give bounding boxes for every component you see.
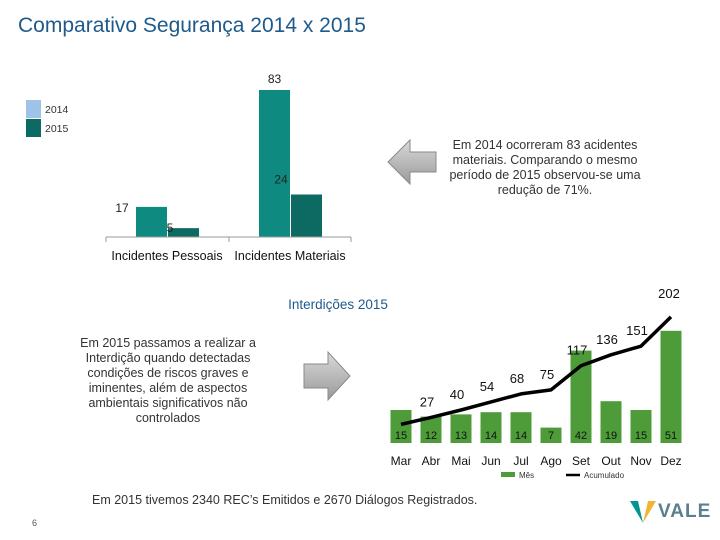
bar-value-label: 15 — [395, 430, 407, 442]
line-value-label: 117 — [567, 343, 588, 358]
category-label: Incidentes Materiais — [234, 249, 345, 263]
bar-mes-0 — [390, 410, 412, 443]
month-label: Abr — [422, 454, 441, 468]
bar-mes-8 — [630, 410, 652, 443]
vale-logo: VALE — [628, 494, 718, 530]
chart-comparativo: 17 5 Incidentes Pessoais 83 24 Incidentes Mat… — [26, 72, 352, 263]
bar-mes-6 — [570, 350, 592, 443]
bar-value-label: 19 — [605, 430, 617, 442]
page-number: 6 — [32, 518, 38, 528]
bar-mes-1 — [420, 416, 442, 443]
line-value-label: 202 — [658, 286, 680, 301]
category-label: Incidentes Pessoais — [111, 249, 222, 263]
line-value-label: 136 — [596, 332, 618, 347]
page-title: Comparativo Segurança 2014 x 2015 — [18, 14, 366, 37]
month-label: Ago — [540, 454, 562, 468]
bar-value-label: 14 — [515, 430, 527, 442]
bar-value-label: 14 — [485, 430, 497, 442]
legend-label-2014: 2014 — [45, 104, 69, 116]
data-label: 24 — [274, 172, 288, 186]
arrow-right-icon — [303, 350, 351, 402]
footer-text: Em 2015 tivemos 2340 REC’s Emitidos e 26… — [92, 493, 478, 507]
bar-value-label: 51 — [665, 430, 677, 442]
month-label: Out — [601, 454, 621, 468]
bar-mes-5 — [540, 427, 562, 443]
line-value-label: 54 — [480, 379, 494, 394]
note-2015: Em 2015 passamos a realizar a Interdição… — [80, 336, 256, 425]
month-label: Jul — [513, 454, 528, 468]
line-value-label: 68 — [510, 371, 524, 386]
month-label: Mai — [451, 454, 470, 468]
month-label: Nov — [630, 454, 651, 468]
bar-2014-1 — [259, 90, 290, 237]
data-label: 5 — [167, 221, 174, 235]
bar-value-label: 12 — [425, 430, 437, 442]
month-label: Mar — [391, 454, 412, 468]
line-value-label: 40 — [450, 387, 464, 402]
bar-value-label: 7 — [548, 430, 554, 442]
bar-value-label: 42 — [575, 430, 587, 442]
chart-interdicoes: Interdições 2015 15 Mar 12 Abr 13 Mai 14 Jun 14 Ju… — [288, 286, 682, 480]
legend-swatch-mes — [501, 472, 515, 477]
bar-mes-9 — [660, 330, 682, 443]
bar-value-label: 13 — [455, 430, 467, 442]
bar-2015-0 — [168, 228, 199, 237]
line-acumulado — [400, 315, 673, 427]
bar-mes-3 — [480, 412, 502, 443]
month-label: Jun — [481, 454, 500, 468]
logo-text: VALE — [658, 501, 712, 522]
note-2014: Em 2014 ocorreram 83 acidentes materiais… — [449, 138, 641, 197]
line-value-label: 151 — [626, 323, 648, 338]
bar-value-label: 15 — [635, 430, 647, 442]
month-label: Dez — [660, 454, 681, 468]
legend-label-acumulado: Acumulado — [584, 471, 625, 480]
bar-mes-7 — [600, 401, 622, 443]
month-label: Set — [572, 454, 591, 468]
legend-label-mes: Mês — [519, 471, 534, 480]
legend-label-2015: 2015 — [45, 123, 69, 135]
bar-mes-4 — [510, 412, 532, 443]
chart-title: Interdições 2015 — [288, 297, 388, 312]
legend-swatch-2014 — [26, 100, 41, 118]
line-value-label: 75 — [540, 367, 554, 382]
arrow-left-icon — [387, 138, 437, 186]
bar-2015-1 — [291, 194, 322, 237]
bar-mes-2 — [450, 414, 472, 443]
line-value-label: 27 — [420, 394, 434, 409]
data-label: 83 — [268, 72, 282, 86]
legend-swatch-2015 — [26, 119, 41, 137]
bar-2014-0 — [136, 206, 167, 237]
data-label: 17 — [115, 201, 129, 215]
vale-logo-icon — [630, 501, 656, 523]
